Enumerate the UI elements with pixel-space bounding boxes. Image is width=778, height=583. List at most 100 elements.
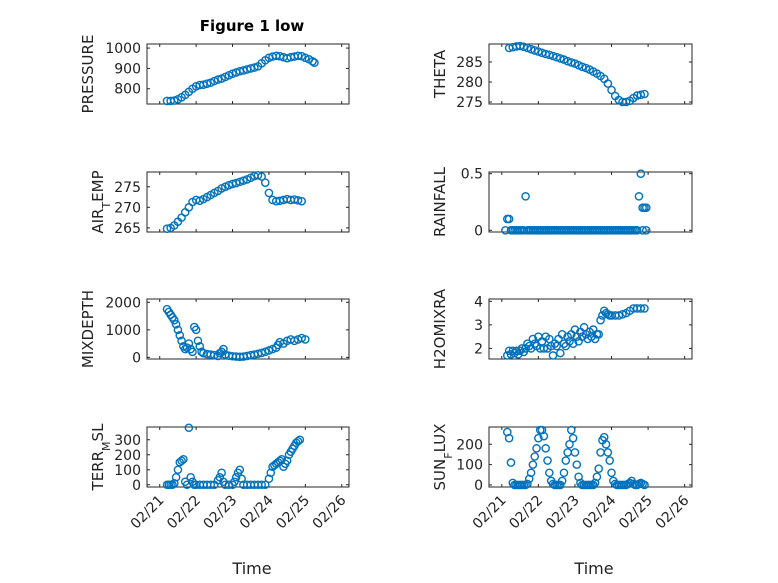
data-point xyxy=(230,477,239,487)
y-axis-label: AIRTEMP xyxy=(89,170,113,233)
data-point xyxy=(184,339,194,348)
data-point xyxy=(572,460,582,469)
x-axis-label-left: Time xyxy=(231,559,271,578)
data-point xyxy=(228,69,237,78)
y-axis-label-part: AIR xyxy=(89,209,107,234)
y-tick-label: 1000 xyxy=(105,323,141,339)
y-tick-label: 300 xyxy=(114,433,141,449)
y-axis-label-part: TERR xyxy=(89,451,107,492)
data-point xyxy=(640,304,649,313)
y-axis-label-part: EMP xyxy=(89,170,107,201)
data-point xyxy=(636,169,646,178)
x-tick-label: 02/25 xyxy=(616,493,656,533)
y-axis-label: RAINFALL xyxy=(431,166,449,237)
data-point xyxy=(594,329,604,339)
data-point xyxy=(257,480,266,490)
y-axis-label: H2OMIXRA xyxy=(431,288,449,369)
data-point xyxy=(210,350,219,360)
y-axis-label-part: MIXDEPTH xyxy=(79,290,97,368)
data-point xyxy=(173,325,183,335)
x-tick-label: 02/24 xyxy=(580,492,620,532)
data-point xyxy=(301,335,310,344)
y-tick-label: 100 xyxy=(456,458,483,474)
data-point xyxy=(177,456,186,466)
data-point xyxy=(641,203,651,212)
x-tick-label: 02/26 xyxy=(653,492,693,532)
data-point xyxy=(561,456,571,465)
data-point xyxy=(235,177,245,187)
y-tick-label: 100 xyxy=(114,463,141,479)
data-series xyxy=(162,51,319,106)
data-point xyxy=(250,63,259,72)
data-point xyxy=(257,172,266,181)
x-tick-label: 02/24 xyxy=(237,492,277,532)
data-point xyxy=(545,50,554,60)
data-point xyxy=(504,433,514,443)
data-point xyxy=(173,465,183,475)
data-point xyxy=(175,331,185,340)
y-axis-label: SUNFLUX xyxy=(431,424,455,491)
data-point xyxy=(618,309,627,319)
y-tick-label: 275 xyxy=(456,95,483,111)
data-point xyxy=(638,226,647,235)
data-point xyxy=(526,468,536,478)
data-series xyxy=(504,41,649,107)
data-point xyxy=(570,448,580,457)
data-series xyxy=(501,169,651,235)
data-point xyxy=(515,346,525,356)
y-axis-label-part: F xyxy=(442,452,455,458)
data-point xyxy=(594,464,604,473)
data-point xyxy=(543,456,552,465)
data-point xyxy=(530,452,540,461)
data-point xyxy=(641,226,651,235)
subplot-mixdepth: 0 1000 2000 MIXDEPTH xyxy=(79,290,350,368)
y-axis-label-part: M xyxy=(100,441,113,451)
data-point xyxy=(539,431,549,441)
data-point xyxy=(596,315,605,325)
axes-frame xyxy=(488,426,693,488)
y-tick-label: 900 xyxy=(114,61,141,77)
data-point xyxy=(545,468,554,478)
data-point xyxy=(282,456,292,466)
data-point xyxy=(510,348,519,358)
data-point xyxy=(557,329,567,339)
data-point xyxy=(521,192,530,201)
data-point xyxy=(169,478,179,488)
subplot-h2omixra: 2 3 4 H2OMIXRA xyxy=(431,288,693,369)
subplot-sun_flux: 02/2102/2202/2302/2402/2502/260100200SUN… xyxy=(431,424,693,533)
data-point xyxy=(195,342,205,351)
axes-frame xyxy=(146,171,350,233)
data-point xyxy=(559,339,569,349)
data-point xyxy=(640,89,649,99)
data-point xyxy=(588,480,598,490)
data-point xyxy=(235,465,245,475)
data-point xyxy=(231,472,241,482)
y-axis-label-part: T xyxy=(100,202,113,210)
data-point xyxy=(171,472,181,482)
y-tick-label: 285 xyxy=(456,55,483,71)
data-point xyxy=(534,47,543,56)
y-tick-label: 200 xyxy=(456,437,483,453)
data-point xyxy=(636,304,646,313)
subplot-pressure: 800 900 1000 PRESSURE xyxy=(79,35,350,113)
data-point xyxy=(566,425,576,435)
data-point xyxy=(603,79,613,88)
data-point xyxy=(197,347,206,357)
data-point xyxy=(264,474,274,484)
data-point xyxy=(541,444,550,453)
data-point xyxy=(188,347,197,357)
data-point xyxy=(636,90,646,100)
y-tick-label: 3 xyxy=(474,318,483,334)
data-point xyxy=(162,224,172,234)
x-tick-label: 02/26 xyxy=(310,492,350,532)
y-axis-label-part: SUN xyxy=(431,459,449,491)
data-point xyxy=(217,468,226,478)
y-tick-label: 4 xyxy=(474,294,483,310)
data-point xyxy=(202,79,212,88)
y-tick-label: 0 xyxy=(474,478,483,494)
data-point xyxy=(519,42,529,52)
y-tick-label: 0 xyxy=(474,223,483,239)
y-axis-label: TERRMSL xyxy=(89,423,113,492)
data-series xyxy=(162,423,305,490)
